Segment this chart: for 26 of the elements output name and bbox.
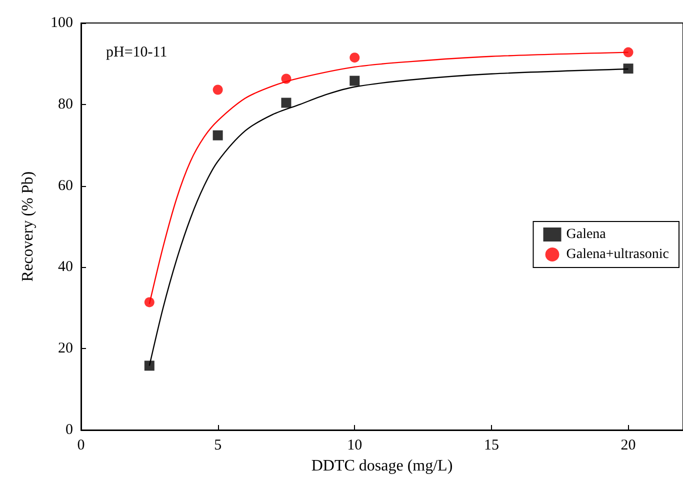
- point: [281, 98, 292, 108]
- x-tick-label: 5: [214, 438, 222, 454]
- x-tick-label: 0: [77, 438, 85, 454]
- point: [350, 76, 360, 86]
- point: [144, 297, 154, 308]
- y-tick-label: 0: [66, 422, 73, 438]
- y-tick-label: 60: [58, 178, 73, 194]
- y-tick-label: 40: [58, 259, 73, 276]
- point: [281, 74, 292, 84]
- y-tick-label: 80: [58, 96, 73, 112]
- point: [212, 130, 223, 140]
- x-tick-label: 15: [484, 438, 499, 454]
- y-axis-title: Recovery (% Pb): [20, 171, 36, 282]
- x-tick-label: 20: [620, 438, 636, 454]
- point: [623, 47, 634, 58]
- point: [350, 52, 360, 63]
- x-axis-title: DDTC dosage (mg/L): [311, 458, 453, 474]
- y-tick-label: 100: [50, 15, 73, 31]
- legend-label: Galena: [566, 227, 607, 242]
- legend-label: Galena+ultrasonic: [566, 247, 670, 262]
- point: [212, 84, 223, 95]
- y-tick-label: 20: [58, 340, 73, 357]
- annotation: pH=10-11: [106, 44, 168, 60]
- x-tick-label: 10: [347, 438, 362, 454]
- point: [623, 64, 634, 74]
- point: [144, 360, 154, 371]
